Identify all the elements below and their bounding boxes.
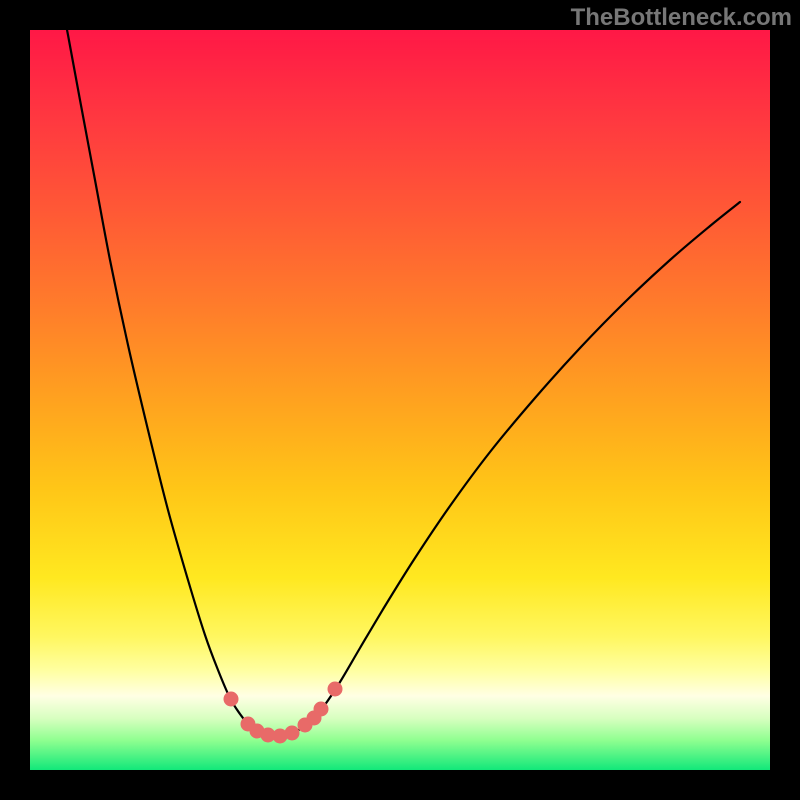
marker-dot xyxy=(224,692,239,707)
chart-root: TheBottleneck.com xyxy=(0,0,800,800)
bottleneck-curve xyxy=(61,30,740,736)
marker-dot xyxy=(314,702,329,717)
chart-svg xyxy=(30,30,770,770)
plot-area xyxy=(30,30,770,770)
marker-dot xyxy=(285,726,300,741)
marker-dot xyxy=(328,682,343,697)
watermark-text: TheBottleneck.com xyxy=(571,4,792,32)
marker-group xyxy=(224,682,343,744)
